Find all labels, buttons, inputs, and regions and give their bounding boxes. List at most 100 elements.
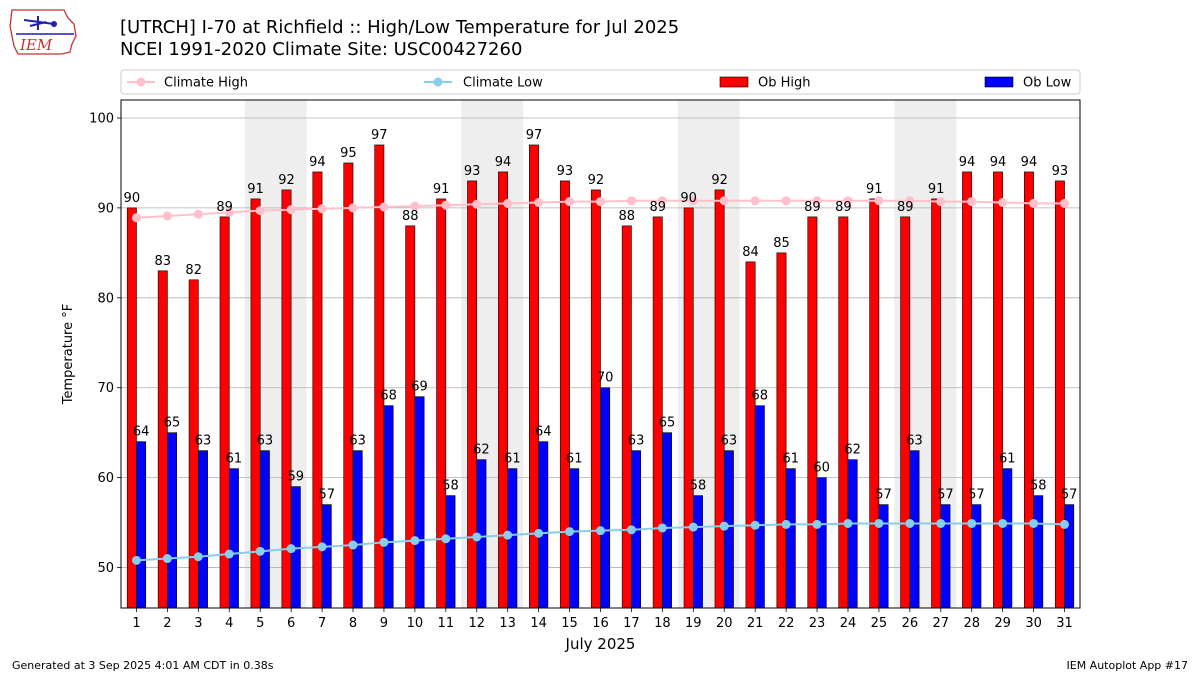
ob-high-bar (559, 180, 570, 609)
ob-low-label: 58 (690, 479, 707, 494)
ob-high-bar (498, 171, 508, 609)
climate-low-point (596, 526, 605, 536)
legend-climate-high-label: Climate High (164, 76, 248, 91)
climate-high-point (688, 196, 698, 206)
ob-high-bar (652, 216, 663, 609)
ob-high-bar (529, 144, 539, 609)
ob-low-label: 61 (566, 452, 583, 467)
y-tick-label: 60 (97, 471, 114, 486)
ob-low-bar (693, 495, 703, 609)
climate-high-point (812, 196, 822, 206)
x-tick-label: 12 (468, 616, 485, 631)
climate-high-point (193, 209, 203, 219)
climate-high-point (1060, 198, 1070, 208)
legend-box (120, 69, 1081, 95)
ob-high-label: 94 (959, 155, 976, 170)
climate-high-point (998, 197, 1008, 207)
climate-low-point (317, 542, 327, 552)
ob-low-label: 62 (844, 443, 861, 458)
ob-low-label: 59 (288, 470, 305, 485)
ob-high-label: 94 (990, 155, 1007, 170)
ob-high-bar (405, 225, 416, 609)
climate-high-point (657, 196, 667, 206)
logo-text: IEM (19, 36, 53, 54)
ob-high-label: 93 (1052, 164, 1069, 179)
x-tick-label: 16 (592, 616, 609, 631)
legend-climate-high-marker (136, 77, 146, 87)
climate-low-point (472, 532, 482, 542)
ob-low-label: 65 (659, 416, 676, 431)
ob-high-bar (869, 198, 880, 609)
ob-low-bar (445, 495, 456, 609)
x-tick-label: 6 (287, 616, 295, 631)
ob-low-bar (259, 450, 270, 609)
climate-high-point (843, 196, 853, 206)
ob-high-bar (436, 198, 447, 609)
ob-low-label: 64 (133, 425, 150, 440)
climate-high-point (874, 196, 884, 206)
ob-low-bar (569, 468, 580, 609)
x-tick-label: 29 (994, 616, 1011, 631)
legend-ob-high-swatch (719, 76, 749, 88)
climate-high-point (379, 202, 389, 212)
app-footer: IEM Autoplot App #17 (1066, 659, 1189, 672)
ob-high-label: 89 (216, 200, 233, 215)
climate-high-point (503, 198, 513, 208)
ob-high-label: 83 (154, 254, 171, 269)
climate-high-point (905, 196, 915, 206)
ob-low-label: 57 (318, 488, 335, 503)
x-tick-label: 24 (840, 616, 857, 631)
x-tick-label: 4 (225, 616, 233, 631)
x-tick-label: 18 (654, 616, 671, 631)
y-tick-label: 70 (97, 381, 114, 396)
ob-high-bar (1024, 171, 1034, 609)
climate-low-point (750, 520, 760, 530)
climate-low-point (565, 527, 575, 537)
x-tick-label: 1 (132, 616, 140, 631)
x-tick-label: 27 (933, 616, 950, 631)
climate-low-point (131, 555, 141, 565)
x-tick-label: 22 (778, 616, 795, 631)
x-tick-label: 19 (685, 616, 702, 631)
legend-ob-low-swatch (984, 76, 1014, 88)
climate-low-point (874, 518, 884, 528)
legend-climate-low-label: Climate Low (463, 76, 543, 91)
ob-low-bar (167, 432, 177, 609)
ob-low-label: 58 (1030, 479, 1047, 494)
ob-high-bar (962, 171, 973, 609)
x-tick-label: 10 (407, 616, 424, 631)
x-tick-label: 15 (561, 616, 578, 631)
climate-low-point (162, 554, 172, 564)
ob-high-bar (776, 252, 787, 609)
ob-low-label: 57 (875, 488, 892, 503)
ob-high-label: 89 (835, 200, 852, 215)
climate-high-point (441, 200, 451, 210)
ob-high-label: 91 (866, 182, 883, 197)
x-tick-label: 25 (871, 616, 888, 631)
x-tick-label: 20 (716, 616, 733, 631)
climate-low-point (255, 546, 265, 556)
legend-ob-high-label: Ob High (758, 76, 811, 91)
climate-low-point (410, 536, 420, 546)
climate-low-point (657, 523, 667, 533)
x-tick-label: 13 (499, 616, 516, 631)
ob-low-label: 68 (752, 389, 769, 404)
ob-high-bar (993, 171, 1003, 609)
ob-high-label: 89 (804, 200, 821, 215)
ob-low-label: 61 (999, 452, 1016, 467)
ob-high-label: 92 (278, 173, 295, 188)
ob-low-bar (383, 405, 394, 609)
ob-high-bar (1054, 180, 1065, 609)
ob-high-label: 89 (649, 200, 666, 215)
ob-low-bar (321, 504, 332, 609)
ob-high-label: 92 (711, 173, 728, 188)
ob-high-label: 91 (247, 182, 264, 197)
ob-low-label: 69 (411, 380, 428, 395)
climate-high-point (317, 204, 327, 214)
x-tick-label: 2 (163, 616, 171, 631)
ob-high-bar (621, 225, 632, 609)
ob-high-label: 84 (742, 245, 759, 260)
climate-high-point (286, 205, 296, 215)
x-tick-label: 8 (349, 616, 357, 631)
ob-high-label: 94 (309, 155, 326, 170)
